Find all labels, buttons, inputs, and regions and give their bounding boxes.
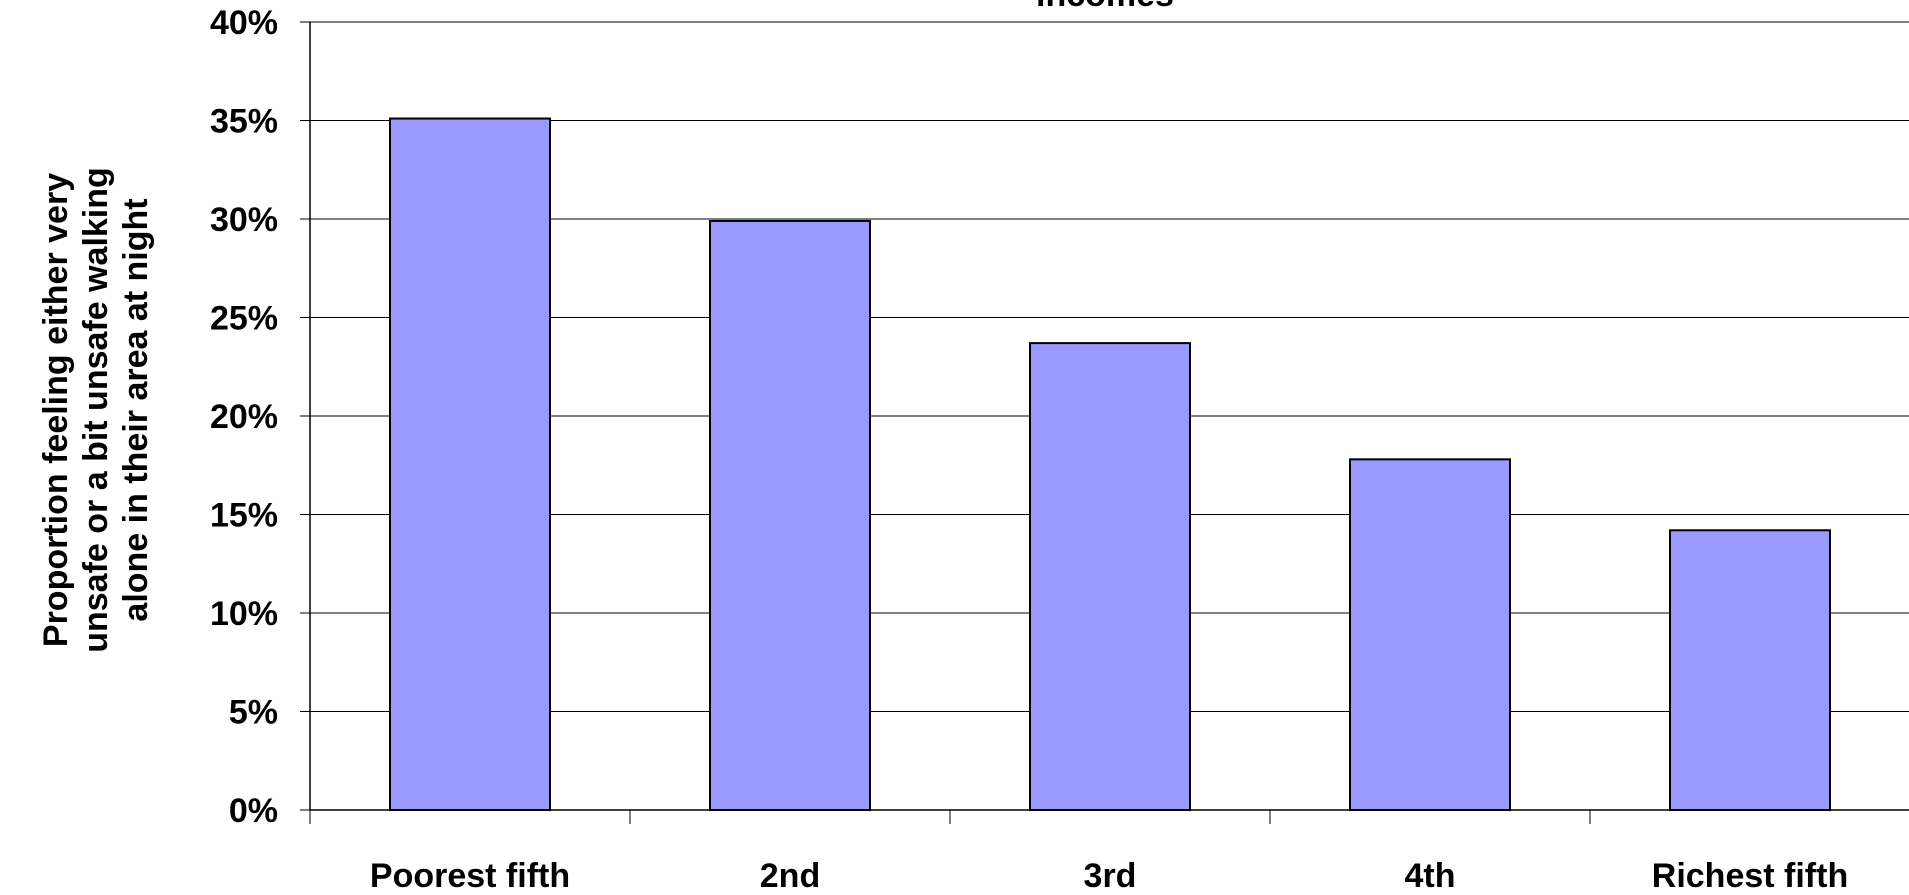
y-tick-label: 35% xyxy=(210,103,278,141)
x-category-label: 3rd xyxy=(1084,857,1137,895)
bar xyxy=(1349,458,1511,811)
y-tick-label: 5% xyxy=(229,694,278,732)
y-axis-title-line: unsafe or a bit unsafe walking xyxy=(77,167,115,653)
y-axis-title-line: Proportion feeling either very xyxy=(37,173,75,647)
bar xyxy=(1669,529,1831,811)
bar xyxy=(709,219,871,812)
y-axis-title-line: alone in their area at night xyxy=(117,198,155,621)
bars xyxy=(389,117,1831,812)
y-tick-label: 30% xyxy=(210,201,278,239)
category-labels: Poorest fifth 2nd 3rd 4th Richest fifth xyxy=(370,857,1848,895)
x-category-label: 4th xyxy=(1405,857,1456,895)
y-tick-labels: 0% 5% 10% 15% 20% 25% 30% 35% 40% xyxy=(210,4,310,830)
y-tick-label: 25% xyxy=(210,300,278,338)
y-axis-title: Proportion feeling either veryunsafe or … xyxy=(37,167,155,653)
y-tick-label: 40% xyxy=(210,4,278,42)
x-category-label: Richest fifth xyxy=(1652,857,1848,895)
bar xyxy=(1029,342,1191,811)
y-tick-label: 10% xyxy=(210,595,278,633)
chart-title: incomes xyxy=(1036,0,1174,14)
y-tick-label: 0% xyxy=(229,792,278,830)
x-category-label: Poorest fifth xyxy=(370,857,570,895)
y-tick-label: 15% xyxy=(210,497,278,535)
bar xyxy=(389,117,551,811)
x-category-label: 2nd xyxy=(760,857,820,895)
y-tick-label: 20% xyxy=(210,398,278,436)
